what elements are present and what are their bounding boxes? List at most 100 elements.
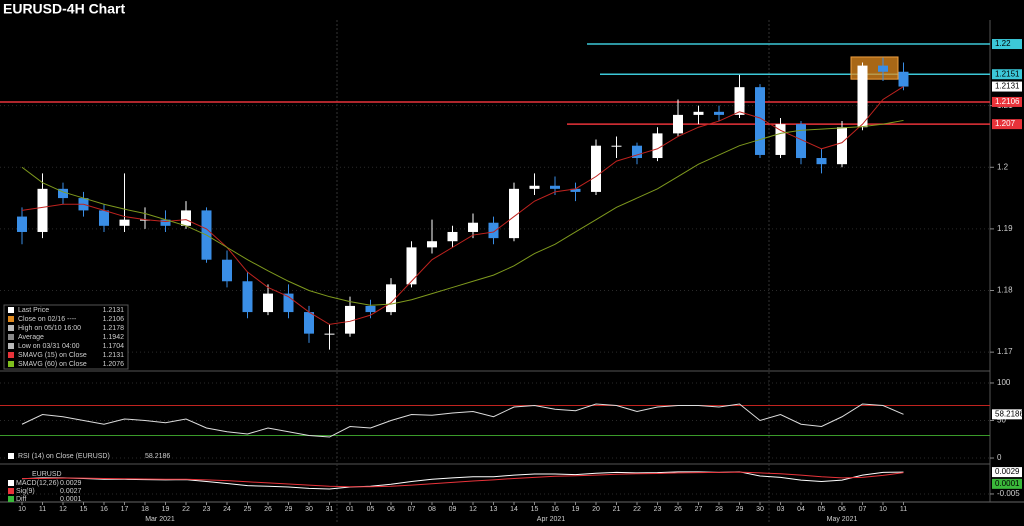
- value-tag: [992, 39, 1022, 50]
- candle-body: [796, 124, 806, 159]
- legend-value: 1.2178: [103, 325, 125, 332]
- x-tick-label: 12: [469, 506, 477, 513]
- candle-body: [427, 241, 437, 248]
- legend-swatch: [8, 343, 14, 349]
- moving-average-line: [21, 119, 904, 306]
- legend-value: 1.1942: [103, 334, 125, 341]
- y-tick-label: 1.18: [997, 286, 1013, 295]
- legend-swatch: [8, 325, 14, 331]
- x-tick-label: 25: [244, 506, 252, 513]
- x-tick-label: 03: [777, 506, 785, 513]
- legend-label: Average: [18, 334, 44, 341]
- legend-label: High on 05/10 16:00: [18, 325, 81, 332]
- x-tick-label: 19: [162, 506, 170, 513]
- x-tick-label: 20: [592, 506, 600, 513]
- x-tick-label: 16: [551, 506, 559, 513]
- x-tick-label: 09: [449, 506, 457, 513]
- y-tick-label: 1.2: [997, 162, 1009, 171]
- candle-body: [591, 145, 601, 192]
- macd-line: [22, 471, 904, 488]
- x-tick-label: 30: [305, 506, 313, 513]
- y-tick-label: 100: [997, 378, 1011, 387]
- candle-body: [447, 231, 458, 242]
- x-tick-label: 22: [182, 506, 190, 513]
- value-tag: [992, 81, 1022, 92]
- candle-body: [58, 188, 68, 199]
- candle-body: [263, 293, 273, 313]
- candle-body: [17, 216, 27, 232]
- legend-label: SMAVG (60) on Close: [18, 361, 87, 368]
- value-tag: [992, 409, 1022, 420]
- candle-body: [857, 65, 868, 128]
- legend-title: EURUSD: [32, 471, 62, 478]
- value-tag-label: 1.2131: [995, 82, 1020, 91]
- x-tick-label: 01: [346, 506, 354, 513]
- candle-body: [365, 305, 376, 313]
- legend-label: SMAVG (15) on Close: [18, 352, 87, 359]
- candle-body: [304, 312, 314, 334]
- x-tick-label: 14: [510, 506, 518, 513]
- value-tag-label: 58.2186: [995, 409, 1024, 418]
- legend-swatch: [8, 488, 14, 494]
- legend-swatch: [8, 334, 14, 340]
- value-tag: [992, 119, 1022, 130]
- value-tag: [992, 96, 1022, 107]
- x-tick-label: 05: [818, 506, 826, 513]
- x-tick-label: 04: [797, 506, 805, 513]
- x-tick-label: 07: [859, 506, 867, 513]
- x-tick-label: 30: [756, 506, 764, 513]
- x-tick-label: 29: [736, 506, 744, 513]
- candle-body: [570, 188, 581, 192]
- x-tick-label: 18: [141, 506, 149, 513]
- legend-swatch: [8, 453, 14, 459]
- legend-label: Close on 02/16 ----: [18, 316, 77, 323]
- candle-body: [714, 111, 724, 115]
- x-tick-label: 29: [285, 506, 293, 513]
- candle-body: [488, 222, 499, 239]
- candle-body: [816, 158, 827, 165]
- x-tick-label: 17: [121, 506, 129, 513]
- candle-body: [734, 87, 745, 115]
- legend-value: 58.2186: [145, 453, 170, 460]
- x-tick-label: 23: [203, 506, 211, 513]
- candle-body: [99, 210, 109, 226]
- month-label: Mar 2021: [145, 516, 175, 523]
- legend-value: 0.0001: [60, 496, 82, 503]
- candle-body: [181, 210, 191, 226]
- legend-value: 1.2131: [103, 307, 125, 314]
- legend-label: MACD(12,26): [16, 480, 59, 487]
- x-tick-label: 13: [490, 506, 498, 513]
- month-label: May 2021: [827, 516, 858, 523]
- x-tick-label: 11: [900, 506, 907, 513]
- x-tick-label: 12: [59, 506, 67, 513]
- month-label: Apr 2021: [537, 516, 566, 523]
- value-tag-label: 1.2106: [995, 97, 1020, 106]
- legend-swatch: [8, 316, 14, 322]
- value-tag-label: 0.0029: [995, 467, 1020, 476]
- legend-label: RSI (14) on Close (EURUSD): [18, 453, 110, 460]
- candle-body: [345, 305, 355, 334]
- legend-label: Diff: [16, 496, 26, 503]
- x-tick-label: 15: [531, 506, 539, 513]
- candle-body: [878, 65, 888, 72]
- legend-value: 0.0027: [60, 488, 82, 495]
- x-tick-label: 08: [428, 506, 436, 513]
- value-tag-label: 1.2151: [995, 69, 1020, 78]
- candle-body: [652, 133, 663, 159]
- chart-title: EURUSD-4H Chart: [3, 1, 125, 17]
- value-tag: [992, 467, 1022, 478]
- candle-body: [550, 185, 560, 189]
- x-tick-label: 15: [80, 506, 88, 513]
- candle-body: [837, 127, 847, 165]
- x-tick-label: 23: [654, 506, 662, 513]
- macd-line: [21, 471, 904, 490]
- legend-value: 1.2106: [103, 316, 125, 323]
- x-tick-label: 26: [674, 506, 682, 513]
- candle-body: [37, 188, 48, 232]
- candle-body: [242, 281, 253, 313]
- x-tick-label: 11: [39, 506, 46, 513]
- legend-value: 1.1704: [103, 343, 125, 350]
- candle-body: [755, 87, 765, 155]
- candle-body: [509, 188, 519, 239]
